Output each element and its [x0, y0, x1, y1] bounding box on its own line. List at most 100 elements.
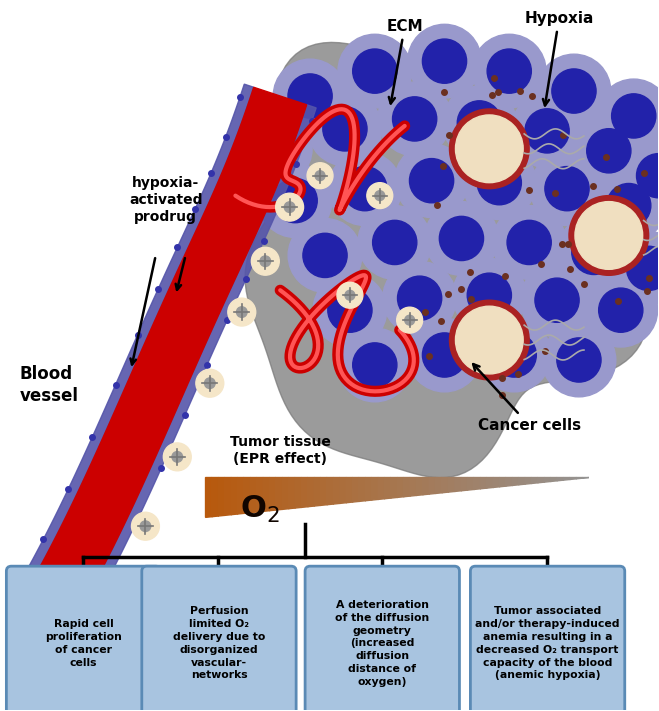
Polygon shape [244, 478, 250, 513]
Circle shape [378, 82, 451, 156]
Polygon shape [18, 84, 254, 590]
Polygon shape [467, 478, 474, 490]
Circle shape [557, 215, 631, 289]
Text: ECM: ECM [386, 19, 423, 104]
Polygon shape [576, 478, 583, 479]
Polygon shape [333, 478, 339, 504]
Circle shape [258, 164, 332, 237]
Polygon shape [237, 478, 244, 514]
Polygon shape [225, 478, 231, 515]
Polygon shape [391, 478, 397, 498]
Circle shape [251, 247, 279, 275]
Circle shape [393, 97, 437, 141]
Circle shape [353, 49, 397, 93]
Polygon shape [282, 478, 289, 509]
FancyBboxPatch shape [305, 566, 459, 711]
Circle shape [525, 109, 569, 153]
Polygon shape [75, 105, 316, 623]
Polygon shape [423, 478, 429, 495]
Polygon shape [455, 478, 461, 491]
Polygon shape [206, 478, 212, 518]
Text: Cancer cells: Cancer cells [473, 364, 581, 433]
Polygon shape [218, 478, 225, 516]
Circle shape [367, 183, 393, 208]
Text: hypoxia-
activated
prodrug: hypoxia- activated prodrug [129, 176, 202, 224]
Circle shape [507, 220, 552, 264]
Circle shape [239, 112, 312, 186]
Polygon shape [550, 478, 557, 481]
Polygon shape [359, 478, 365, 501]
Circle shape [422, 39, 467, 83]
Circle shape [308, 92, 382, 166]
Polygon shape [365, 478, 372, 501]
Polygon shape [557, 478, 563, 481]
Circle shape [492, 205, 566, 279]
Circle shape [284, 202, 295, 213]
Polygon shape [486, 478, 493, 488]
Circle shape [449, 300, 529, 380]
Circle shape [477, 318, 551, 392]
Circle shape [440, 216, 484, 260]
Polygon shape [378, 478, 384, 499]
Text: Rapid cell
proliferation
of cancer
cells: Rapid cell proliferation of cancer cells [45, 619, 122, 668]
Polygon shape [410, 478, 416, 496]
Circle shape [307, 163, 333, 188]
Circle shape [353, 343, 397, 387]
Polygon shape [231, 478, 237, 515]
Polygon shape [448, 478, 455, 492]
Polygon shape [212, 478, 218, 517]
Circle shape [337, 282, 363, 308]
Polygon shape [531, 478, 538, 483]
Polygon shape [397, 478, 403, 498]
Circle shape [510, 94, 584, 168]
Circle shape [260, 256, 271, 267]
Circle shape [598, 288, 643, 332]
Circle shape [110, 581, 121, 592]
Circle shape [457, 101, 501, 145]
Text: O$_2$: O$_2$ [241, 494, 280, 525]
Circle shape [592, 169, 659, 242]
Polygon shape [506, 478, 512, 486]
Polygon shape [403, 478, 410, 497]
Circle shape [467, 273, 511, 317]
Circle shape [228, 298, 256, 326]
Circle shape [345, 290, 355, 300]
Circle shape [621, 139, 659, 213]
Text: A deterioration
of the diffusion
geometry
(increased
diffusion
distance of
oxyge: A deterioration of the diffusion geometr… [335, 600, 430, 687]
FancyBboxPatch shape [7, 566, 161, 711]
Circle shape [313, 273, 387, 347]
Text: Perfusion
limited O₂
delivery due to
disorganized
vascular-
networks: Perfusion limited O₂ delivery due to dis… [173, 606, 265, 680]
Circle shape [172, 451, 183, 462]
Circle shape [463, 146, 536, 220]
Circle shape [572, 230, 616, 274]
Polygon shape [480, 478, 486, 488]
Polygon shape [544, 478, 550, 482]
Polygon shape [538, 478, 544, 483]
Text: Tumor tissue
(EPR effect): Tumor tissue (EPR effect) [230, 434, 331, 466]
Circle shape [140, 521, 151, 532]
Polygon shape [353, 478, 359, 502]
Text: Tumor associated
and/or therapy-induced
anemia resulting in a
decreased O₂ trans: Tumor associated and/or therapy-induced … [475, 606, 620, 680]
Polygon shape [27, 87, 306, 618]
Circle shape [572, 114, 646, 188]
Circle shape [237, 306, 247, 317]
Circle shape [375, 191, 385, 201]
Polygon shape [500, 478, 506, 487]
Polygon shape [525, 478, 531, 484]
Circle shape [422, 333, 467, 377]
Circle shape [204, 378, 215, 388]
Circle shape [487, 49, 531, 93]
Polygon shape [442, 478, 448, 493]
Polygon shape [256, 478, 263, 512]
Circle shape [545, 166, 589, 210]
Polygon shape [436, 478, 442, 493]
Circle shape [338, 328, 412, 402]
Circle shape [383, 262, 457, 335]
Circle shape [358, 205, 432, 279]
Circle shape [597, 79, 659, 153]
Polygon shape [245, 43, 648, 478]
Polygon shape [563, 478, 570, 480]
Circle shape [395, 144, 469, 218]
Polygon shape [276, 478, 282, 510]
Polygon shape [512, 478, 519, 486]
